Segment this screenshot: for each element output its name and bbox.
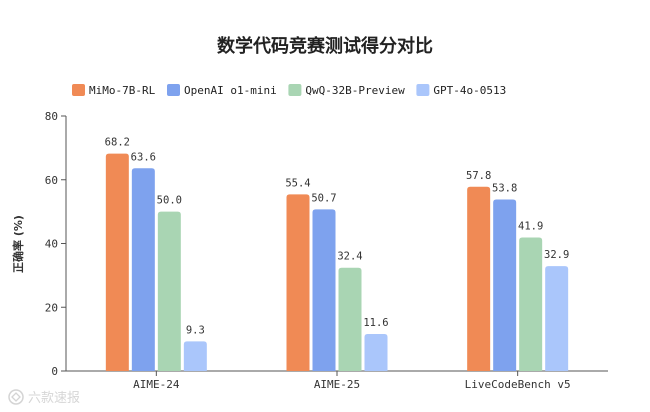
bar — [131, 168, 155, 371]
data-label: 50.7 — [311, 192, 336, 204]
y-axis-label: 正确率 (%) — [11, 215, 25, 273]
data-label: 9.3 — [186, 324, 205, 336]
chart-title: 数学代码竞赛测试得分对比 — [217, 35, 433, 57]
x-tick-label: LiveCodeBench v5 — [465, 378, 571, 391]
svg-text:六款速报: 六款速报 — [28, 391, 80, 406]
bar — [157, 211, 181, 371]
legend-swatch — [167, 84, 180, 96]
bar — [493, 199, 517, 371]
data-label: 32.4 — [337, 251, 362, 263]
watermark: 六款速报 — [6, 386, 96, 408]
legend-label: MiMo-7B-RL — [89, 84, 156, 97]
data-label: 41.9 — [518, 220, 543, 232]
axes: 0 20 40 60 80 AIME-24 AIME-25 LiveCodeBench v5 — [45, 110, 608, 391]
legend-label: QwQ-32B-Preview — [305, 84, 405, 97]
legend-label: OpenAI o1-mini — [184, 84, 277, 97]
y-tick-label: 60 — [45, 174, 58, 187]
bar — [545, 266, 569, 371]
legend-label: GPT-4o-0513 — [433, 84, 506, 97]
data-label: 53.8 — [492, 183, 517, 195]
bar — [312, 209, 336, 371]
data-label: 11.6 — [363, 317, 388, 329]
data-label: 50.0 — [157, 195, 182, 207]
bars: 68.263.6 50.0 9.3 55.450.7 32.4 11.6 57.853.8 4… — [105, 137, 569, 371]
bar — [105, 153, 129, 371]
bar — [286, 194, 310, 371]
bar — [467, 186, 491, 371]
bar — [183, 341, 207, 371]
data-label: 68.2 — [105, 137, 130, 149]
data-label: 63.6 — [131, 151, 156, 163]
legend-swatch — [288, 84, 302, 96]
legend: MiMo-7B-RL OpenAI o1-mini QwQ-32B-Preview G… — [72, 84, 506, 97]
legend-swatch — [72, 84, 85, 96]
y-tick-label: 80 — [45, 110, 58, 123]
y-tick-label: 40 — [45, 238, 58, 251]
data-label: 32.9 — [544, 249, 569, 261]
data-label: 55.4 — [285, 177, 310, 189]
x-tick-label: AIME-25 — [314, 378, 360, 391]
bar — [519, 237, 543, 371]
legend-swatch — [416, 84, 430, 96]
y-tick-label: 20 — [45, 301, 58, 314]
bar — [338, 267, 362, 371]
watermark-logo-icon: 六款速报 — [8, 389, 80, 406]
bar — [364, 334, 388, 371]
data-label: 57.8 — [466, 170, 491, 182]
x-tick-label: AIME-24 — [133, 378, 180, 391]
y-tick-label: 0 — [51, 365, 58, 378]
